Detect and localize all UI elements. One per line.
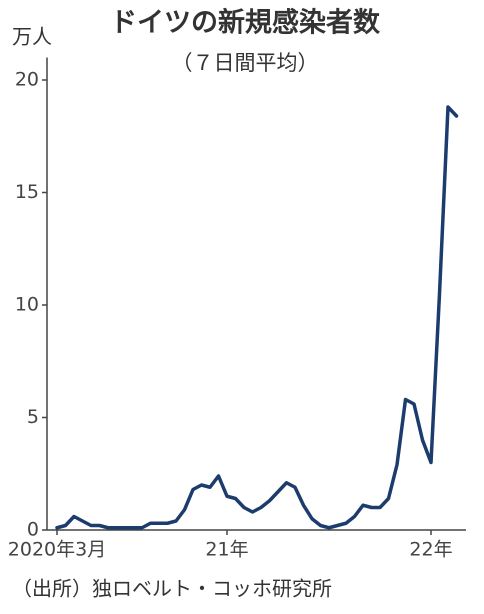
x-tick-label: 21年 (205, 539, 248, 561)
y-tick-label: 0 (27, 519, 39, 541)
y-tick-label: 15 (15, 181, 39, 203)
source: （出所）独ロベルト・コッホ研究所 (12, 577, 332, 601)
chart-subtitle: （７日間平均） (172, 51, 319, 75)
x-tick-label: 2020年3月 (8, 539, 106, 561)
y-tick-label: 20 (15, 69, 39, 91)
x-tick-label: 22年 (409, 539, 452, 561)
y-tick-label: 5 (27, 406, 39, 428)
data-line (55, 105, 459, 530)
y-unit: 万人 (12, 25, 52, 49)
chart-title: ドイツの新規感染者数 (110, 7, 381, 39)
y-tick-label: 10 (15, 294, 39, 316)
